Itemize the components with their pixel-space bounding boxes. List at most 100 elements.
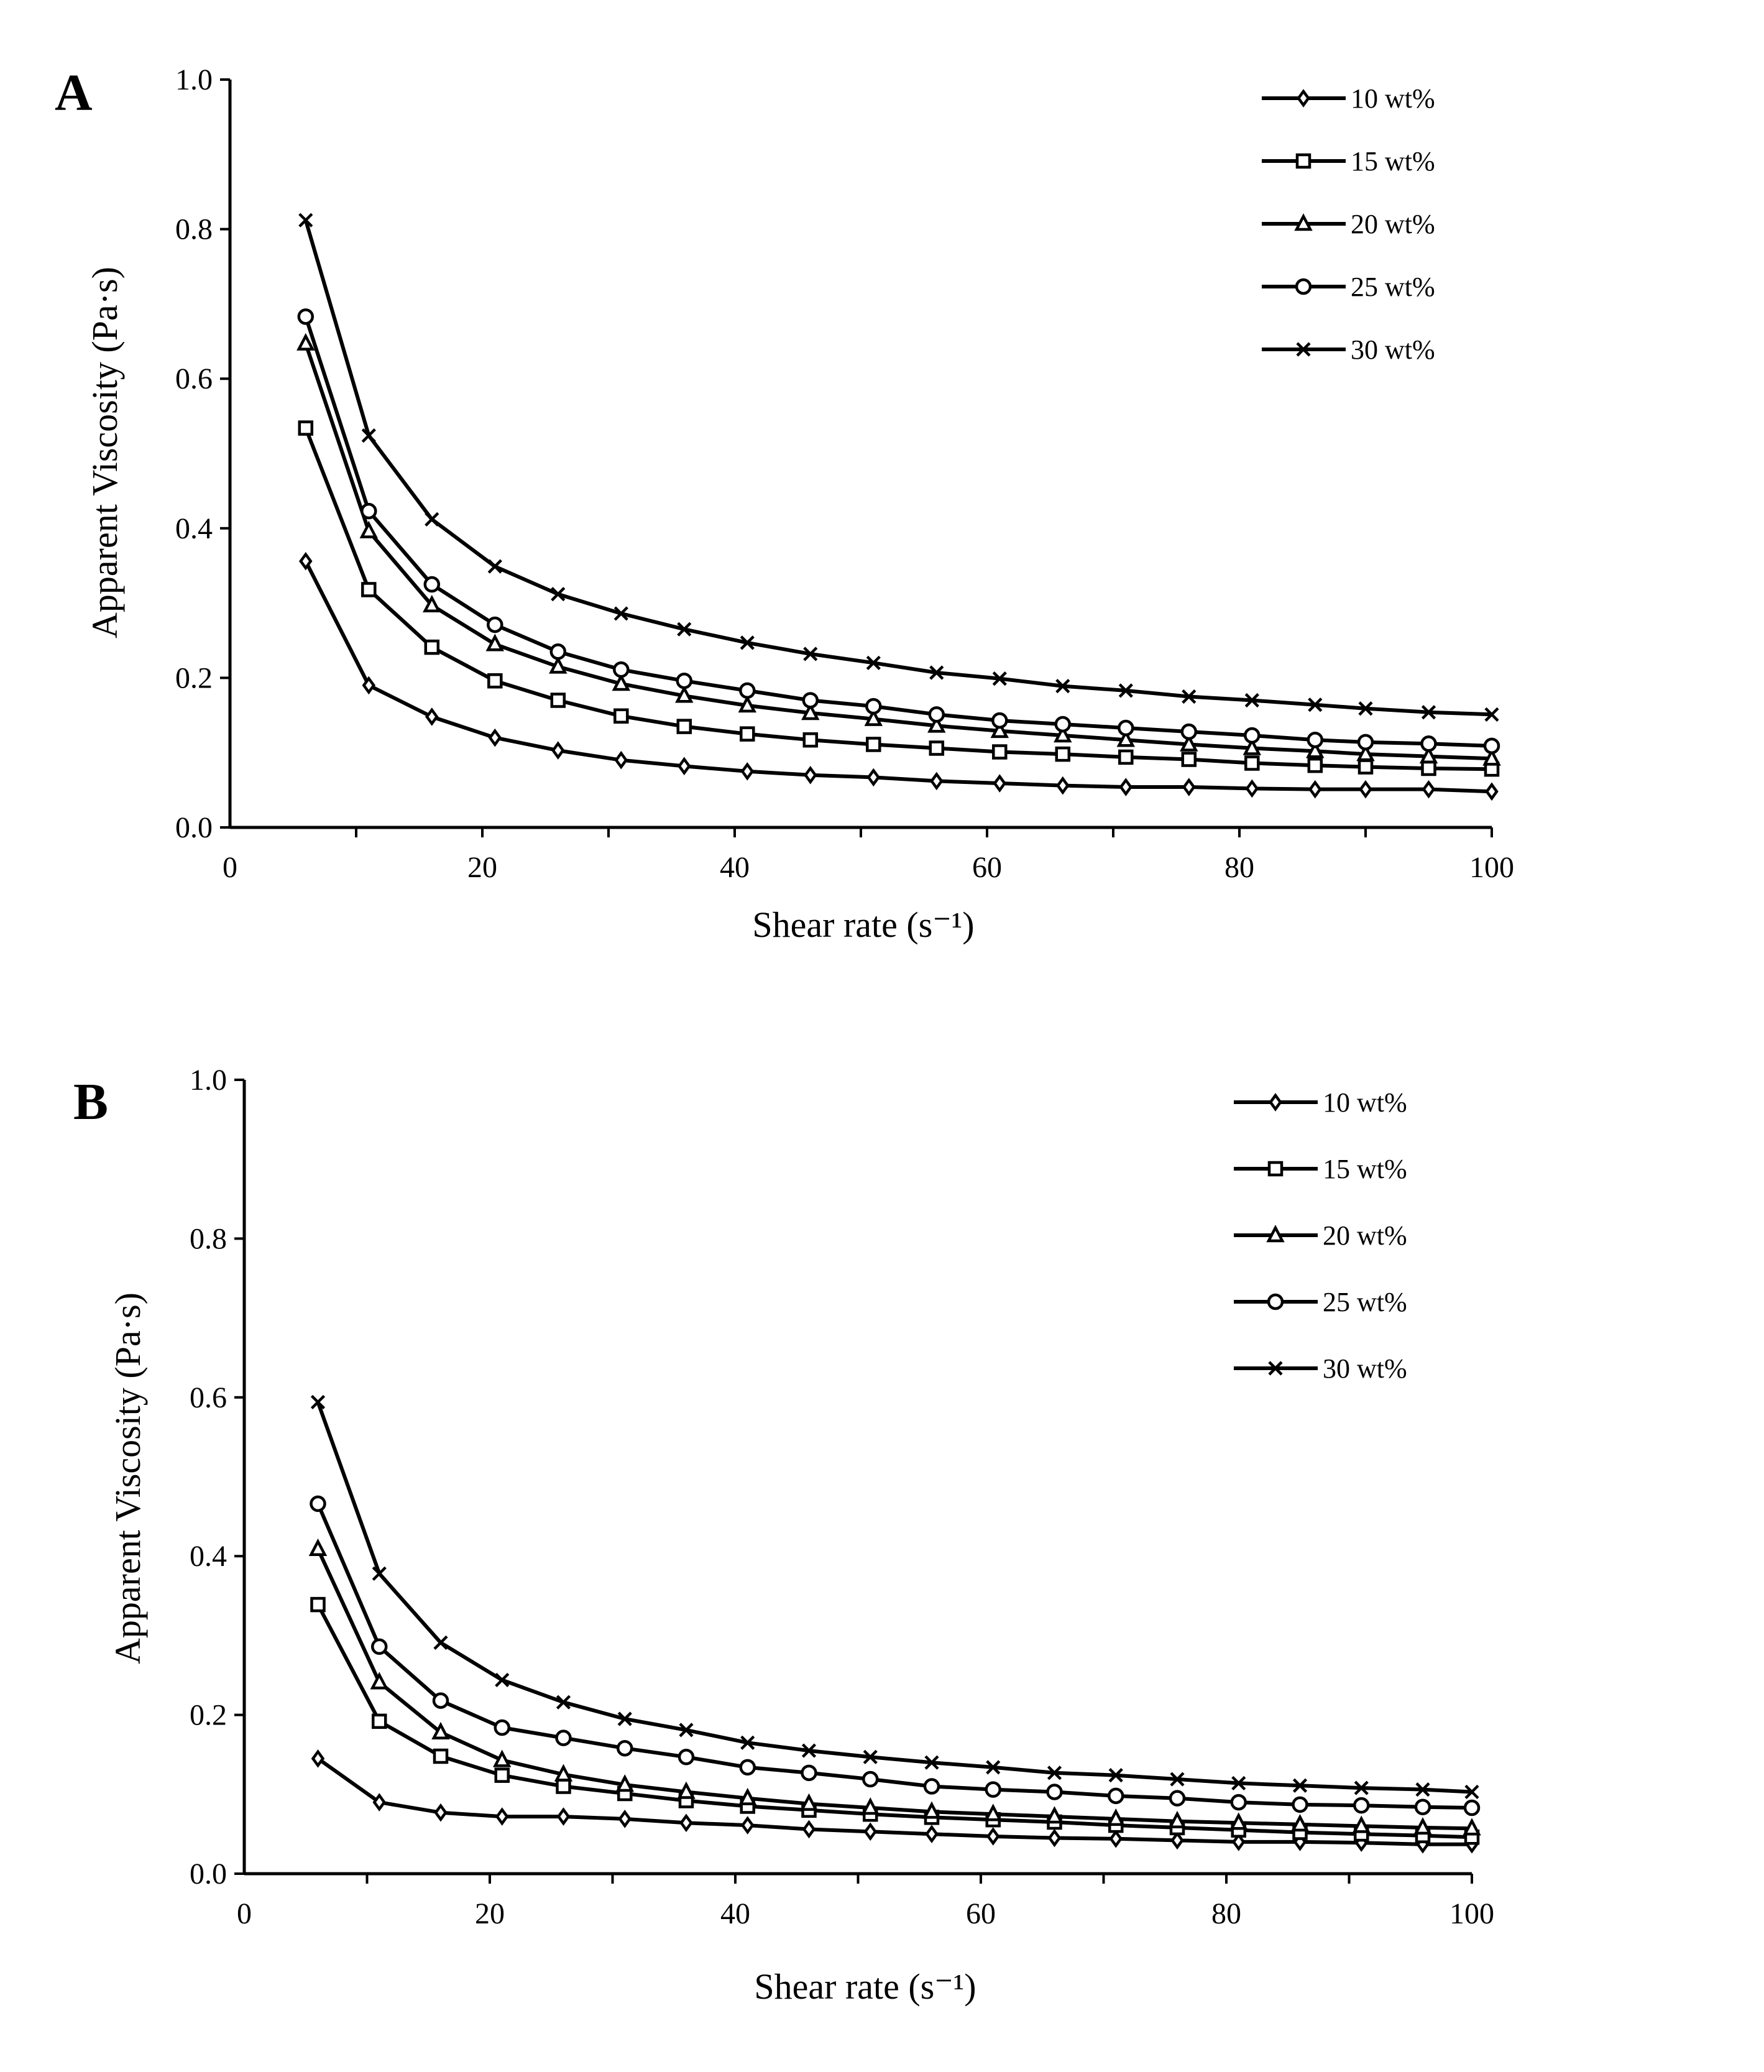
data-point <box>425 707 439 726</box>
data-point <box>1308 698 1323 712</box>
data-point-shape <box>1054 725 1072 743</box>
data-point <box>990 720 1009 739</box>
data-point-shape <box>801 702 820 721</box>
data-point-shape <box>617 1739 633 1757</box>
data-point <box>1056 776 1070 795</box>
data-point-shape <box>799 1793 819 1811</box>
data-point <box>992 671 1007 686</box>
data-point <box>676 672 693 689</box>
data-point <box>1420 735 1437 752</box>
legend-item: 30 wt% <box>1234 1353 1407 1384</box>
data-point <box>551 741 565 760</box>
data-point <box>433 1635 448 1650</box>
data-point-shape <box>1485 782 1499 801</box>
data-point <box>298 420 314 436</box>
data-point <box>434 1803 448 1822</box>
data-point <box>495 1672 510 1688</box>
data-point <box>1357 759 1374 775</box>
data-point-shape <box>928 706 945 723</box>
data-point-shape <box>556 1779 571 1794</box>
data-point <box>1308 780 1322 799</box>
data-point <box>1054 725 1072 743</box>
data-point <box>1170 1772 1185 1787</box>
data-point-stroke <box>1170 1772 1185 1787</box>
data-point <box>1307 731 1324 748</box>
data-point-stroke <box>801 1743 817 1758</box>
data-point-stroke <box>1415 1782 1430 1797</box>
data-point <box>803 647 818 661</box>
data-point <box>551 587 566 602</box>
data-point <box>1358 701 1373 716</box>
data-point-shape <box>554 1764 573 1782</box>
data-point-shape <box>423 594 441 612</box>
data-point-shape <box>986 1827 1000 1846</box>
data-point-shape <box>678 757 691 776</box>
data-point-shape <box>1045 1806 1064 1824</box>
series-line <box>303 343 1492 761</box>
data-point <box>924 1755 939 1770</box>
data-point-stroke <box>924 1755 939 1770</box>
data-point <box>799 1793 819 1811</box>
legend-marker-shape <box>1267 1293 1284 1310</box>
data-point-shape <box>359 520 379 538</box>
x-axis-title: Shear rate (s⁻¹) <box>752 905 974 945</box>
y-axis-title: Apparent Viscosity (Pa·s) <box>85 267 125 638</box>
data-point-shape <box>675 685 694 703</box>
data-point-shape <box>311 1749 325 1768</box>
data-point <box>432 1692 449 1709</box>
data-point <box>310 1394 326 1410</box>
data-point <box>359 520 379 538</box>
data-point <box>1292 1778 1308 1793</box>
legend-marker <box>1268 1361 1283 1376</box>
y-tick-label: 0.8 <box>190 1222 227 1255</box>
data-point-stroke <box>1308 698 1323 712</box>
data-point <box>1464 1784 1479 1800</box>
data-point-shape <box>676 719 692 734</box>
data-point <box>1231 1775 1246 1791</box>
data-point-shape <box>494 1719 510 1736</box>
data-point-shape <box>1180 734 1198 752</box>
data-point-shape <box>740 726 755 742</box>
data-point <box>991 712 1008 729</box>
data-point <box>925 1825 939 1843</box>
x-tick-label: 80 <box>1224 851 1254 884</box>
data-point-stroke <box>617 1711 632 1726</box>
data-point-shape <box>993 774 1007 793</box>
data-point-stroke <box>556 1695 571 1710</box>
data-point-shape <box>1118 749 1134 765</box>
data-point <box>862 1770 879 1788</box>
data-point-stroke <box>1231 1775 1246 1791</box>
data-point-stroke <box>1108 1768 1123 1783</box>
data-point <box>1482 748 1501 766</box>
legend-marker-shape <box>1295 153 1312 169</box>
series-20-wt <box>308 1538 1481 1836</box>
data-point-shape <box>555 1729 572 1746</box>
data-point-shape <box>310 1495 326 1513</box>
y-axis-title: Apparent Viscosity (Pa·s) <box>108 1292 148 1664</box>
data-point <box>555 1729 572 1746</box>
data-point <box>1169 1790 1186 1807</box>
data-point <box>802 692 819 709</box>
data-point <box>801 1743 817 1758</box>
data-point <box>556 1807 571 1826</box>
data-point <box>494 1767 510 1783</box>
data-point-shape <box>614 750 628 770</box>
data-point-shape <box>1359 780 1372 799</box>
data-point-shape <box>923 1778 940 1795</box>
data-point-stroke <box>433 1635 448 1650</box>
data-point <box>549 656 567 674</box>
legend-label: 10 wt% <box>1323 1087 1407 1118</box>
data-point-shape <box>925 1825 939 1843</box>
data-point <box>615 1774 634 1792</box>
data-point-shape <box>615 1774 634 1792</box>
legend-label: 30 wt% <box>1351 334 1435 365</box>
data-point <box>1055 679 1070 694</box>
x-tick-label: 0 <box>237 1897 252 1930</box>
data-point-shape <box>423 576 441 593</box>
series-10-wt <box>311 1749 1479 1854</box>
plot-area: 0.0 0.2 0.4 0.6 0.8 1.0 0 20 40 60 80 100 <box>190 1064 1494 1930</box>
data-point <box>1243 737 1262 755</box>
data-point-shape <box>1047 1828 1062 1848</box>
data-point-stroke <box>495 1672 510 1688</box>
data-point-stroke <box>1484 707 1499 722</box>
